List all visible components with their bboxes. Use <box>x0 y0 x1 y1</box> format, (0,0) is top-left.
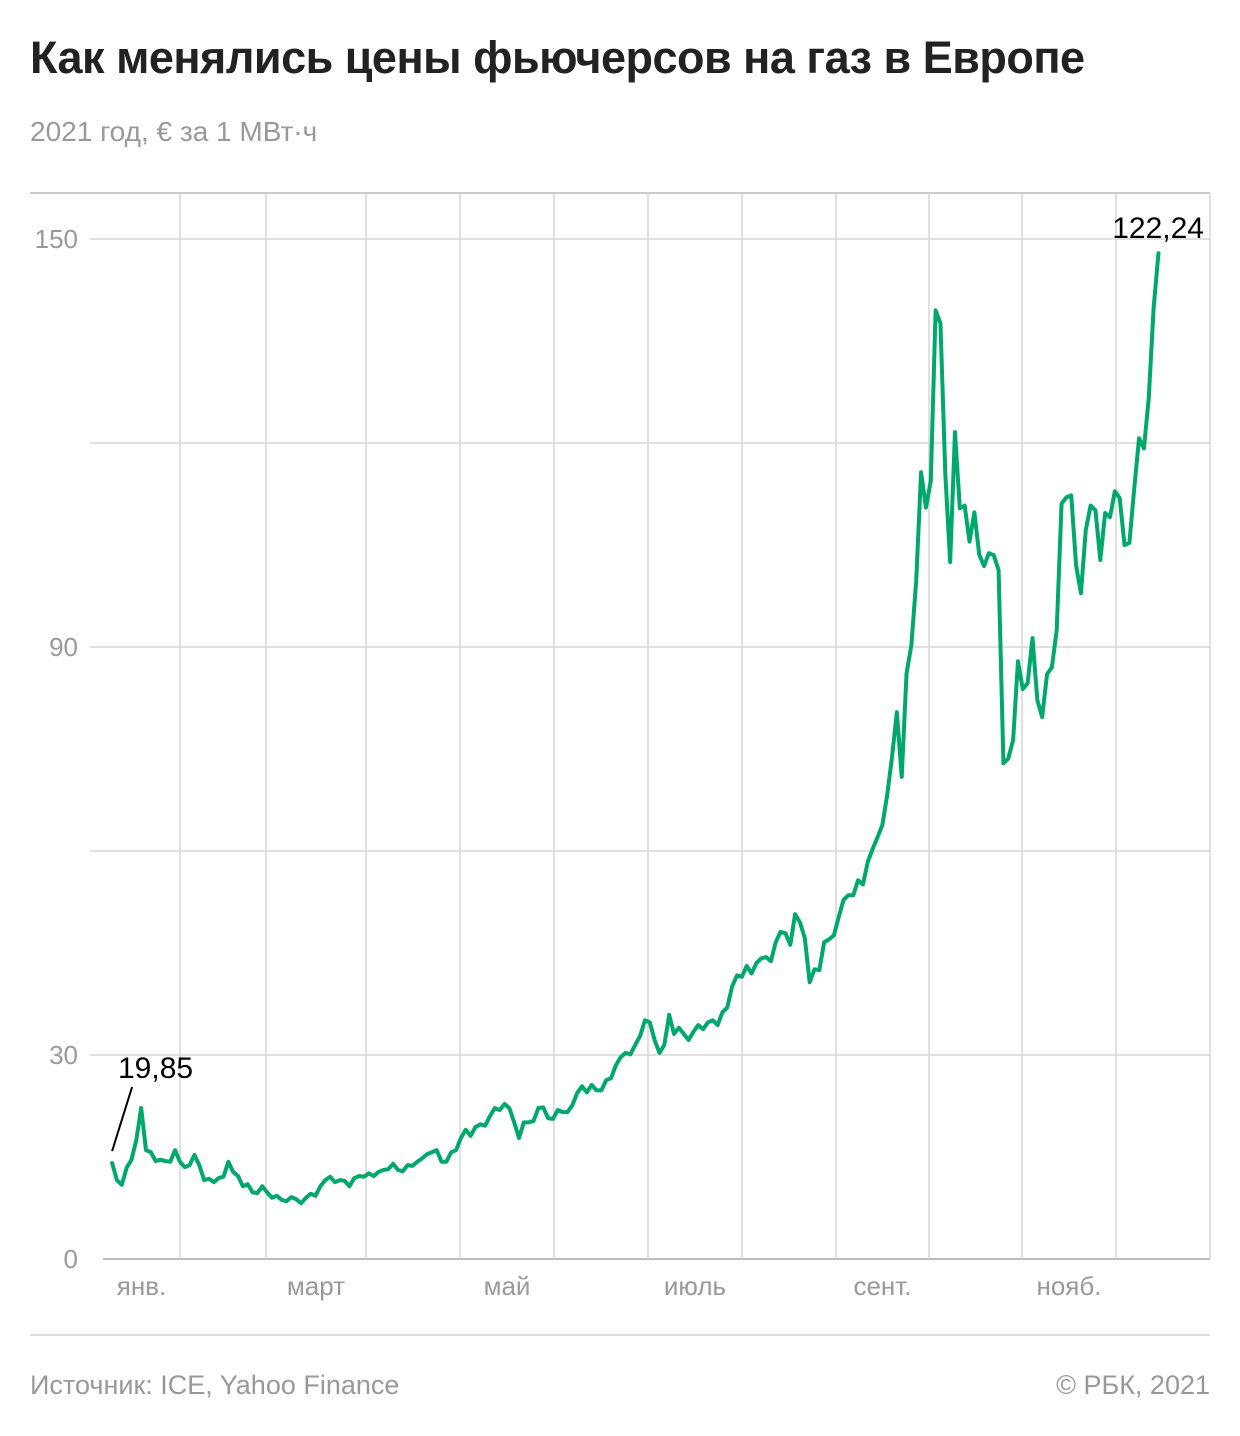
series-layer <box>110 251 1161 1206</box>
x-axis: янв. март май июль сент. нояб. <box>117 1271 1102 1301</box>
copyright-note: © РБК, 2021 <box>1056 1370 1210 1400</box>
annotations: 19,85 122,24 <box>111 212 1204 1152</box>
y-tick-label: 0 <box>64 1244 78 1274</box>
annotation-first-value: 19,85 <box>118 1052 193 1085</box>
chart-subtitle: 2021 год, € за 1 МВт·ч <box>30 116 318 147</box>
y-tick-label: 90 <box>49 632 78 662</box>
x-tick-label: янв. <box>117 1271 166 1301</box>
gridlines <box>90 193 1211 1260</box>
annotation-leader <box>111 1086 134 1152</box>
x-tick-label: май <box>484 1271 531 1301</box>
x-tick-label: сент. <box>853 1271 911 1301</box>
y-tick-label: 150 <box>35 224 78 254</box>
x-tick-label: март <box>287 1271 345 1301</box>
x-tick-label: июль <box>664 1271 726 1301</box>
price-line <box>110 251 1161 1206</box>
source-note: Источник: ICE, Yahoo Finance <box>30 1370 400 1400</box>
y-axis: 0 30 90 150 <box>35 224 78 1274</box>
annotation-last-value: 122,24 <box>1112 212 1204 245</box>
chart-title: Как менялись цены фьючерсов на газ в Евр… <box>30 32 1085 83</box>
x-tick-label: нояб. <box>1036 1271 1101 1301</box>
y-tick-label: 30 <box>49 1040 78 1070</box>
